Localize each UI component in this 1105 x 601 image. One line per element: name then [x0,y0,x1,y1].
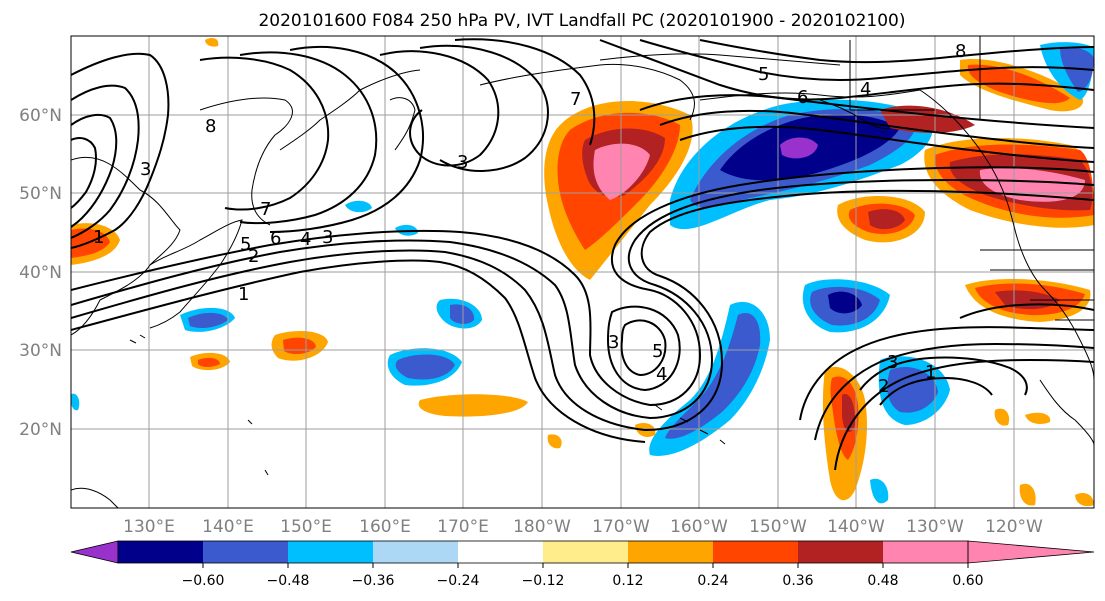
lat-label: 50°N [19,184,62,204]
map-frame [70,35,1095,509]
contour-label: 2 [878,376,889,397]
colorbar-tick-label: 0.48 [867,573,898,589]
contour-label: 1 [925,362,936,383]
contour-label-group: 1 2 3 3 4 5 6 7 8 3 5 4 3 2 1 5 6 7 8 4 … [93,41,966,397]
shaded-anomalies [71,38,1094,507]
colorbar-swatch [373,541,458,563]
contour-label: 3 [140,159,151,180]
colorbar-tick-label: −0.48 [267,573,310,589]
lon-labels: 130°E 140°E 150°E 160°E 170°E 180°W 170°… [123,517,1043,537]
colorbar-swatch [713,541,798,563]
plot-title: 2020101600 F084 250 hPa PV, IVT Landfall… [258,11,905,31]
colorbar-tick-label: −0.36 [352,573,395,589]
contour-label: 7 [570,89,581,110]
contour-label: 5 [240,234,251,255]
contour-label: 6 [797,87,808,108]
lat-label: 40°N [19,263,62,283]
contour-label: 3 [322,227,333,248]
lon-label: 160°E [359,517,411,537]
colorbar-tick-label: 0.24 [697,573,728,589]
colorbar-tick-label: −0.24 [437,573,480,589]
lat-labels: 60°N 50°N 40°N 30°N 20°N [19,106,62,440]
graticule [71,36,1094,508]
colorbar-swatch [628,541,713,563]
colorbar-swatch [118,541,203,563]
colorbar-swatch [288,541,373,563]
lon-label: 160°W [670,517,728,537]
lon-label: 130°E [123,517,175,537]
pv-contours [71,38,1094,471]
contour-label: 4 [860,79,871,100]
contour-label: 4 [656,364,667,385]
lon-label: 180°W [513,517,571,537]
contour-label: 5 [758,64,769,85]
lon-label: 150°W [749,517,807,537]
lat-label: 30°N [19,341,62,361]
colorbar-tick-label: 0.36 [782,573,813,589]
contour-label: 3 [887,352,898,373]
contour-label: 2 [248,246,259,267]
colorbar-swatch [798,541,883,563]
contour-label: 1 [238,284,249,305]
colorbar-swatch [883,541,968,563]
colorbar-tick-label: 0.60 [952,573,983,589]
lon-label: 120°W [985,517,1043,537]
contour-label: 6 [270,228,281,249]
lon-label: 170°W [592,517,650,537]
contour-label: 8 [205,116,216,137]
colorbar-extend-left [70,540,119,564]
contour-label: 3 [457,152,468,173]
lat-label: 20°N [19,420,62,440]
colorbar-tick-label: −0.60 [182,573,225,589]
colorbar-extend-right [967,540,1095,564]
colorbar-swatch [203,541,288,563]
lon-label: 170°E [437,517,489,537]
contour-label: 1 [93,227,104,248]
contour-label: 4 [300,229,311,250]
contour-label: 7 [260,199,271,220]
contour-label: 3 [608,332,619,353]
lon-label: 140°E [202,517,254,537]
lon-label: 140°W [827,517,885,537]
colorbar-tick-label: 0.12 [612,573,643,589]
colorbar-swatch [458,541,543,563]
colorbar-swatch [543,541,628,563]
colorbar-tick-label: −0.12 [522,573,565,589]
lon-label: 130°W [906,517,964,537]
contour-label: 8 [955,41,966,62]
contour-label: 5 [652,341,663,362]
colorbar: −0.60 −0.48 −0.36 −0.24 −0.12 0.12 0.24 … [70,540,1095,589]
map-panel: 1 2 3 3 4 5 6 7 8 3 5 4 3 2 1 5 6 7 8 4 … [71,36,1094,508]
lat-label: 60°N [19,106,62,126]
lon-label: 150°E [280,517,332,537]
